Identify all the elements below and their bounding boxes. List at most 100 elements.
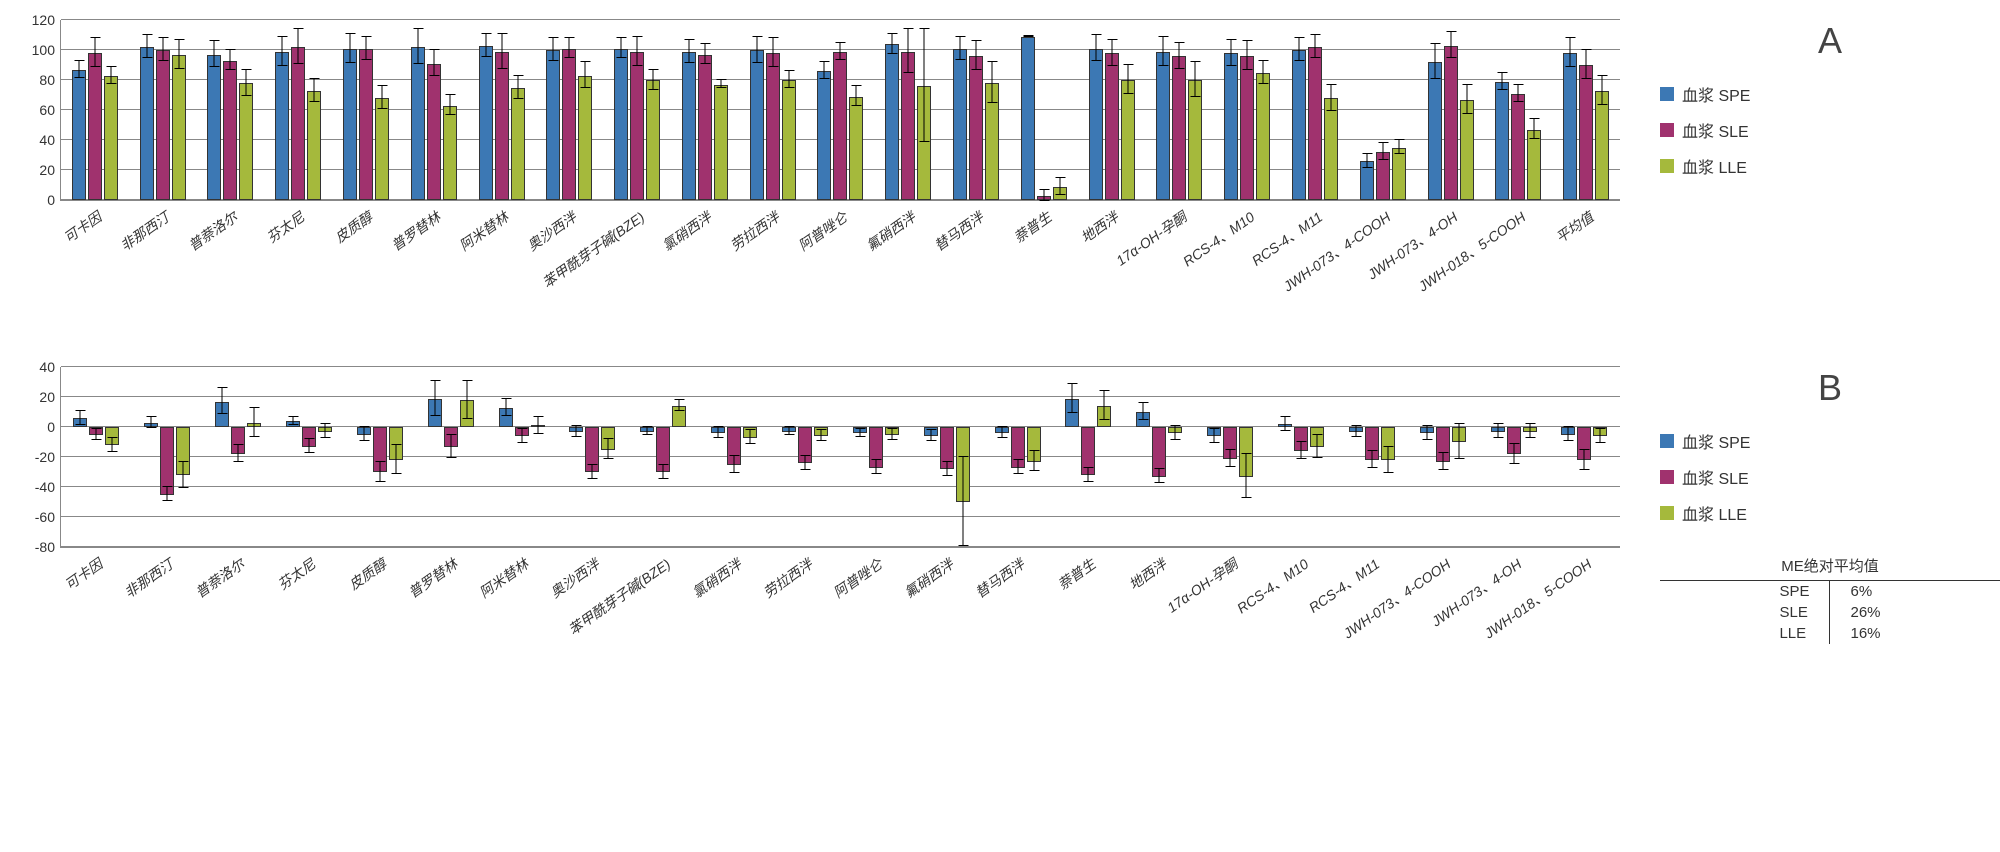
error-bar bbox=[1231, 39, 1232, 66]
error-bar bbox=[1230, 449, 1231, 467]
x-label: RCS-4、M10 bbox=[1213, 207, 1281, 327]
x-label: 劳拉西泮 bbox=[738, 207, 806, 327]
error-bar bbox=[704, 43, 705, 64]
error-bar bbox=[282, 36, 283, 66]
bar-spe bbox=[73, 418, 87, 427]
error-bar bbox=[930, 429, 931, 441]
bar-sle bbox=[698, 55, 712, 201]
bar-spe bbox=[953, 49, 967, 201]
y-tick-label: 60 bbox=[39, 102, 61, 118]
error-bar bbox=[1301, 441, 1302, 459]
bar-lle bbox=[849, 97, 863, 201]
category-group bbox=[132, 367, 203, 547]
error-bar bbox=[183, 461, 184, 488]
error-bar bbox=[298, 28, 299, 64]
error-bar bbox=[1175, 425, 1176, 440]
error-bar bbox=[962, 456, 963, 546]
category-group bbox=[1146, 20, 1214, 200]
category-group bbox=[61, 367, 132, 547]
error-bar bbox=[789, 426, 790, 435]
x-label: 可卡因 bbox=[60, 554, 131, 674]
legend-lle-label: 血浆 LLE bbox=[1682, 154, 1747, 178]
x-label: 氟硝西泮 bbox=[911, 554, 982, 674]
error-bar bbox=[1214, 428, 1215, 443]
error-bar bbox=[222, 387, 223, 414]
error-bar bbox=[1195, 61, 1196, 97]
y-tick-label: 0 bbox=[47, 192, 61, 208]
category-group bbox=[770, 367, 841, 547]
bar-spe bbox=[1360, 161, 1374, 200]
x-label: 阿普唑仑 bbox=[806, 207, 874, 327]
table-row: SLE 26% bbox=[1759, 602, 1900, 623]
error-bar bbox=[1059, 177, 1060, 195]
swatch-sle bbox=[1660, 123, 1674, 137]
me-row-value: 26% bbox=[1830, 602, 1901, 623]
bar-spe bbox=[640, 427, 654, 432]
category-group bbox=[1349, 20, 1417, 200]
x-label-text: 萘普生 bbox=[1054, 554, 1100, 594]
bar-spe bbox=[1491, 427, 1505, 432]
error-bar bbox=[1072, 383, 1073, 413]
bar-lle bbox=[714, 85, 728, 201]
y-tick-label: 80 bbox=[39, 72, 61, 88]
error-bar bbox=[379, 461, 380, 482]
error-bar bbox=[1371, 450, 1372, 468]
category-group bbox=[415, 367, 486, 547]
category-group bbox=[1195, 367, 1266, 547]
error-bar bbox=[178, 39, 179, 69]
bar-sle bbox=[585, 427, 599, 472]
x-label: 普萘洛尔 bbox=[196, 207, 264, 327]
x-label: 平均值 bbox=[1552, 207, 1620, 327]
bar-sle bbox=[562, 49, 576, 201]
error-bar bbox=[1017, 459, 1018, 474]
error-bar bbox=[1584, 449, 1585, 470]
bar-sle bbox=[1037, 196, 1051, 201]
x-label: 地西泮 bbox=[1077, 207, 1145, 327]
chart-a-plot: 020406080100120 bbox=[60, 20, 1620, 201]
category-group bbox=[1549, 367, 1620, 547]
y-tick-label: 20 bbox=[39, 162, 61, 178]
bar-lle bbox=[247, 423, 261, 428]
error-bar bbox=[1586, 49, 1587, 79]
panel-a: 020406080100120 可卡因非那西汀普萘洛尔芬太尼皮质醇普罗替林阿米替… bbox=[20, 20, 1980, 327]
error-bar bbox=[750, 429, 751, 444]
error-bar bbox=[363, 426, 364, 441]
error-bar bbox=[1570, 37, 1571, 67]
bar-lle bbox=[782, 80, 796, 200]
error-bar bbox=[162, 37, 163, 61]
bar-lle bbox=[443, 106, 457, 201]
me-table-body: SPE 6% SLE 26% LLE 16% bbox=[1759, 581, 1900, 644]
bar-lle bbox=[375, 98, 389, 200]
bar-sle bbox=[1011, 427, 1025, 468]
bar-sle bbox=[833, 52, 847, 201]
chart-a-area: 020406080100120 可卡因非那西汀普萘洛尔芬太尼皮质醇普罗替林阿米替… bbox=[20, 20, 1620, 327]
bar-spe bbox=[885, 44, 899, 200]
error-bar bbox=[892, 33, 893, 54]
category-group bbox=[486, 367, 557, 547]
bar-spe bbox=[428, 399, 442, 428]
error-bar bbox=[856, 85, 857, 106]
x-label: 氯硝西泮 bbox=[698, 554, 769, 674]
me-row-label: LLE bbox=[1759, 623, 1830, 644]
category-group bbox=[911, 367, 982, 547]
category-group bbox=[1010, 20, 1078, 200]
legend-lle: 血浆 LLE bbox=[1660, 154, 2000, 178]
error-bar bbox=[485, 33, 486, 57]
legend-spe: 血浆 SPE bbox=[1660, 82, 2000, 106]
bar-lle bbox=[1256, 73, 1270, 201]
bar-spe bbox=[782, 427, 796, 432]
bar-lle bbox=[511, 88, 525, 201]
bar-sle bbox=[901, 52, 915, 201]
me-row-value: 6% bbox=[1830, 581, 1901, 602]
y-tick-label: 40 bbox=[39, 132, 61, 148]
bar-lle bbox=[578, 76, 592, 201]
bar-lle bbox=[389, 427, 403, 460]
x-label: 替马西泮 bbox=[982, 554, 1053, 674]
category-group bbox=[1336, 367, 1407, 547]
error-bar bbox=[1366, 153, 1367, 168]
error-bar bbox=[960, 36, 961, 60]
error-bar bbox=[501, 33, 502, 69]
legend-lle-b: 血浆 LLE bbox=[1660, 501, 2000, 525]
error-bar bbox=[238, 444, 239, 462]
error-bar bbox=[805, 455, 806, 470]
